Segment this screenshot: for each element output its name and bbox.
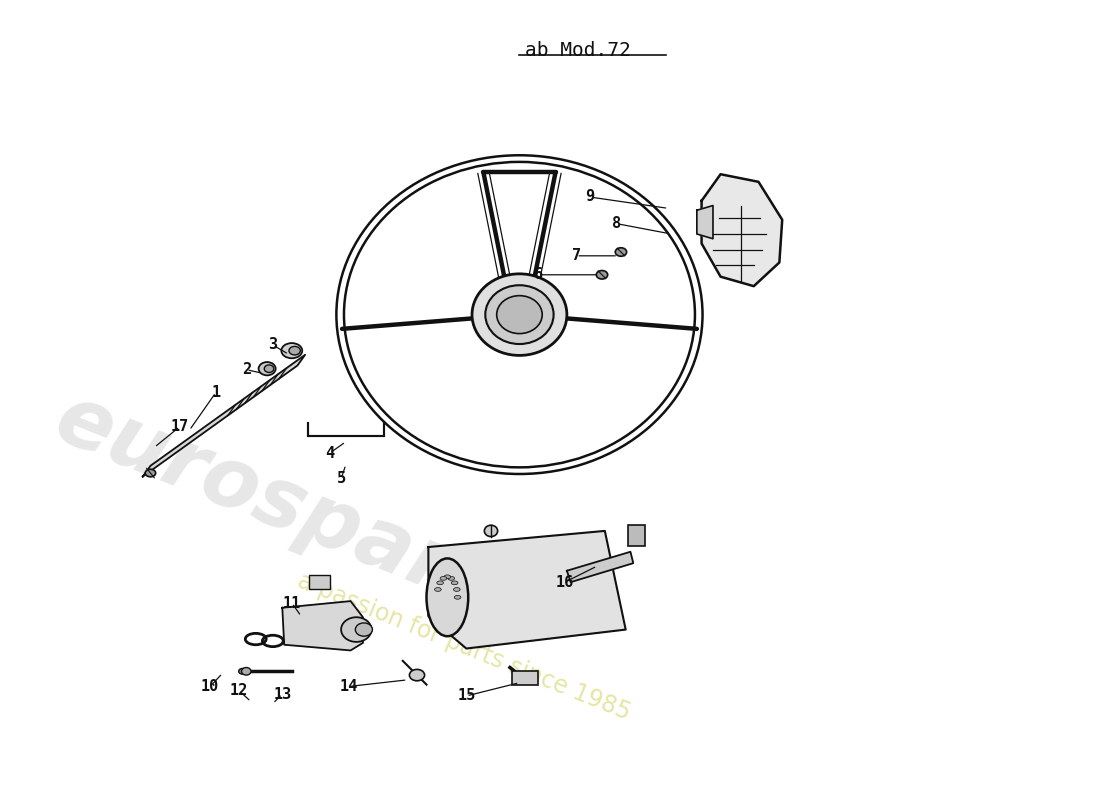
Text: ab Mod.72: ab Mod.72 [526,42,631,61]
Ellipse shape [497,296,542,334]
Text: 10: 10 [201,679,219,694]
Polygon shape [702,174,782,286]
Ellipse shape [453,587,460,591]
Ellipse shape [282,343,303,358]
Ellipse shape [472,274,566,355]
Polygon shape [696,206,713,238]
Ellipse shape [258,362,276,375]
Text: 14: 14 [340,679,358,694]
Ellipse shape [145,470,156,477]
Text: 16: 16 [556,574,574,590]
Ellipse shape [355,623,373,636]
Text: 9: 9 [585,190,594,205]
Text: 12: 12 [230,682,248,698]
Text: 2: 2 [242,362,251,377]
Ellipse shape [341,618,372,642]
Text: eurospares: eurospares [44,378,563,650]
Ellipse shape [434,587,441,591]
Text: 17: 17 [170,419,189,434]
Text: 4: 4 [326,446,334,461]
Ellipse shape [437,581,443,585]
Polygon shape [566,552,634,582]
Ellipse shape [427,558,469,636]
Ellipse shape [289,346,300,355]
Polygon shape [428,531,626,649]
Ellipse shape [440,577,447,580]
Ellipse shape [454,595,461,599]
Text: 11: 11 [283,595,301,610]
Ellipse shape [242,667,251,675]
Bar [512,671,538,685]
Text: 1: 1 [211,385,220,400]
Ellipse shape [451,581,458,585]
Text: a passion for parts since 1985: a passion for parts since 1985 [295,569,635,725]
Ellipse shape [596,270,607,279]
Ellipse shape [239,669,246,674]
Ellipse shape [444,575,451,578]
Ellipse shape [485,286,553,344]
Text: 3: 3 [268,338,277,353]
Ellipse shape [484,526,497,537]
Bar [628,526,645,546]
Text: 5: 5 [337,471,345,486]
Text: 6: 6 [534,267,543,282]
Text: 8: 8 [612,216,620,231]
Ellipse shape [264,365,274,373]
Text: 15: 15 [458,689,475,703]
Polygon shape [143,354,305,477]
Bar [309,575,330,589]
Text: 13: 13 [273,686,292,702]
Ellipse shape [409,670,425,681]
Polygon shape [283,601,363,650]
Text: 7: 7 [572,248,581,263]
Ellipse shape [615,248,627,256]
Ellipse shape [448,577,454,580]
